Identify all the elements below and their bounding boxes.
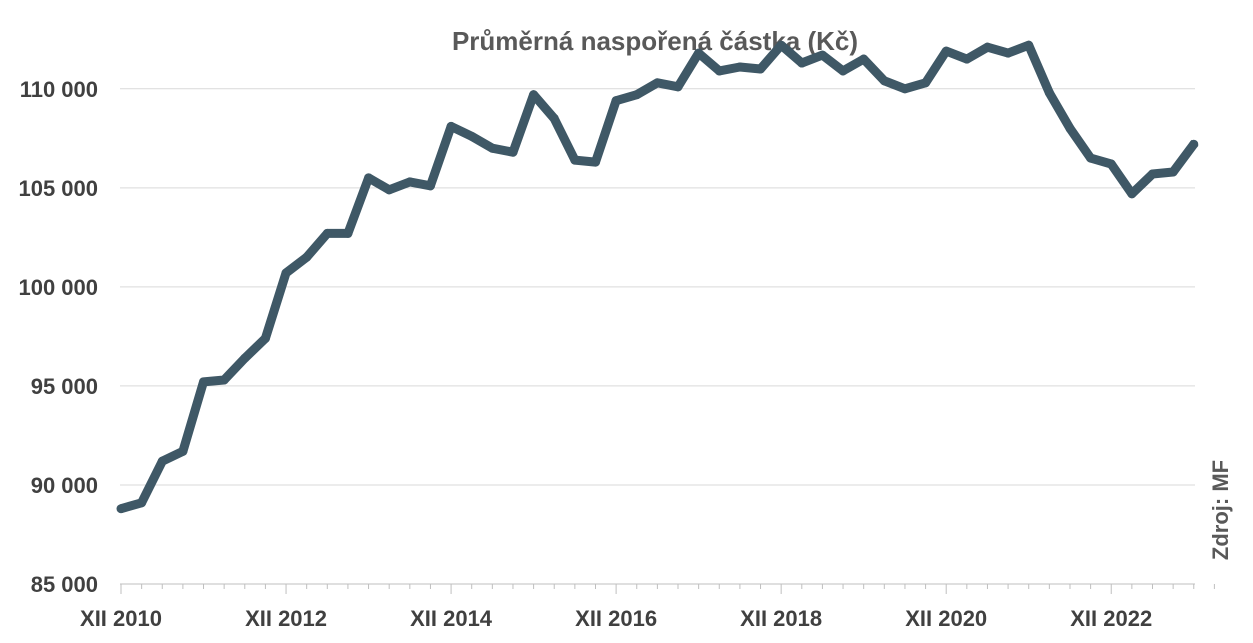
- data-point: [611, 96, 621, 106]
- data-point: [1127, 189, 1137, 199]
- y-tick-label: 95 000: [31, 374, 98, 399]
- x-axis: [120, 583, 1215, 594]
- data-point: [343, 228, 353, 238]
- data-point: [776, 40, 786, 50]
- data-point: [446, 121, 456, 131]
- data-point: [260, 333, 270, 343]
- x-tick-label: XII 2018: [740, 606, 822, 631]
- data-point: [838, 66, 848, 76]
- series-line: [119, 40, 1199, 514]
- data-point: [921, 78, 931, 88]
- data-point: [735, 62, 745, 72]
- data-point: [1044, 88, 1054, 98]
- data-point: [982, 42, 992, 52]
- data-point: [529, 90, 539, 100]
- data-point: [199, 377, 209, 387]
- data-point: [859, 54, 869, 64]
- data-point: [941, 46, 951, 56]
- data-point: [240, 353, 250, 363]
- x-tick-label: XII 2022: [1070, 606, 1152, 631]
- data-point: [1086, 153, 1096, 163]
- data-point: [137, 498, 147, 508]
- data-point: [962, 54, 972, 64]
- data-point: [879, 76, 889, 86]
- data-point: [219, 375, 229, 385]
- y-tick-label: 100 000: [18, 275, 98, 300]
- data-point: [673, 82, 683, 92]
- data-point: [1065, 123, 1075, 133]
- data-point: [384, 185, 394, 195]
- source-note: Zdroj: MF: [1208, 460, 1233, 560]
- gridlines: [120, 88, 1195, 486]
- x-tick-label: XII 2020: [905, 606, 987, 631]
- data-point: [178, 446, 188, 456]
- data-point: [652, 78, 662, 88]
- data-point: [756, 64, 766, 74]
- data-point: [364, 173, 374, 183]
- data-points: [116, 40, 1199, 514]
- data-point: [632, 90, 642, 100]
- x-tick-label: XII 2014: [410, 606, 493, 631]
- data-point: [714, 66, 724, 76]
- y-tick-label: 110 000: [20, 77, 98, 102]
- data-point: [1168, 167, 1178, 177]
- data-point: [694, 48, 704, 58]
- data-point: [590, 157, 600, 167]
- data-point: [116, 504, 126, 514]
- data-point: [900, 84, 910, 94]
- data-point: [157, 456, 167, 466]
- data-point: [1024, 40, 1034, 50]
- y-tick-label: 90 000: [31, 473, 98, 498]
- data-point: [425, 181, 435, 191]
- data-point: [797, 58, 807, 68]
- data-point: [405, 177, 415, 187]
- x-tick-label: XII 2016: [575, 606, 657, 631]
- data-point: [1189, 139, 1199, 149]
- y-tick-label: 85 000: [31, 572, 98, 597]
- data-point: [508, 147, 518, 157]
- x-tick-label: XII 2012: [245, 606, 327, 631]
- chart-title: Průměrná naspořená částka (Kč): [452, 26, 858, 56]
- data-point: [817, 50, 827, 60]
- y-tick-label: 105 000: [18, 176, 98, 201]
- data-point: [322, 228, 332, 238]
- data-point: [467, 131, 477, 141]
- x-axis-labels: XII 2010 XII 2012 XII 2014 XII 2016 XII 2018…: [80, 606, 1152, 631]
- data-point: [1106, 159, 1116, 169]
- data-point: [1003, 48, 1013, 58]
- x-tick-label: XII 2010: [80, 606, 162, 631]
- data-point: [570, 155, 580, 165]
- data-point: [487, 143, 497, 153]
- y-axis: 85 000 90 000 95 000 100 000 105 000 110 000: [18, 77, 98, 597]
- data-point: [1148, 169, 1157, 179]
- data-point: [302, 252, 312, 262]
- data-point: [281, 268, 291, 278]
- data-point: [549, 113, 559, 123]
